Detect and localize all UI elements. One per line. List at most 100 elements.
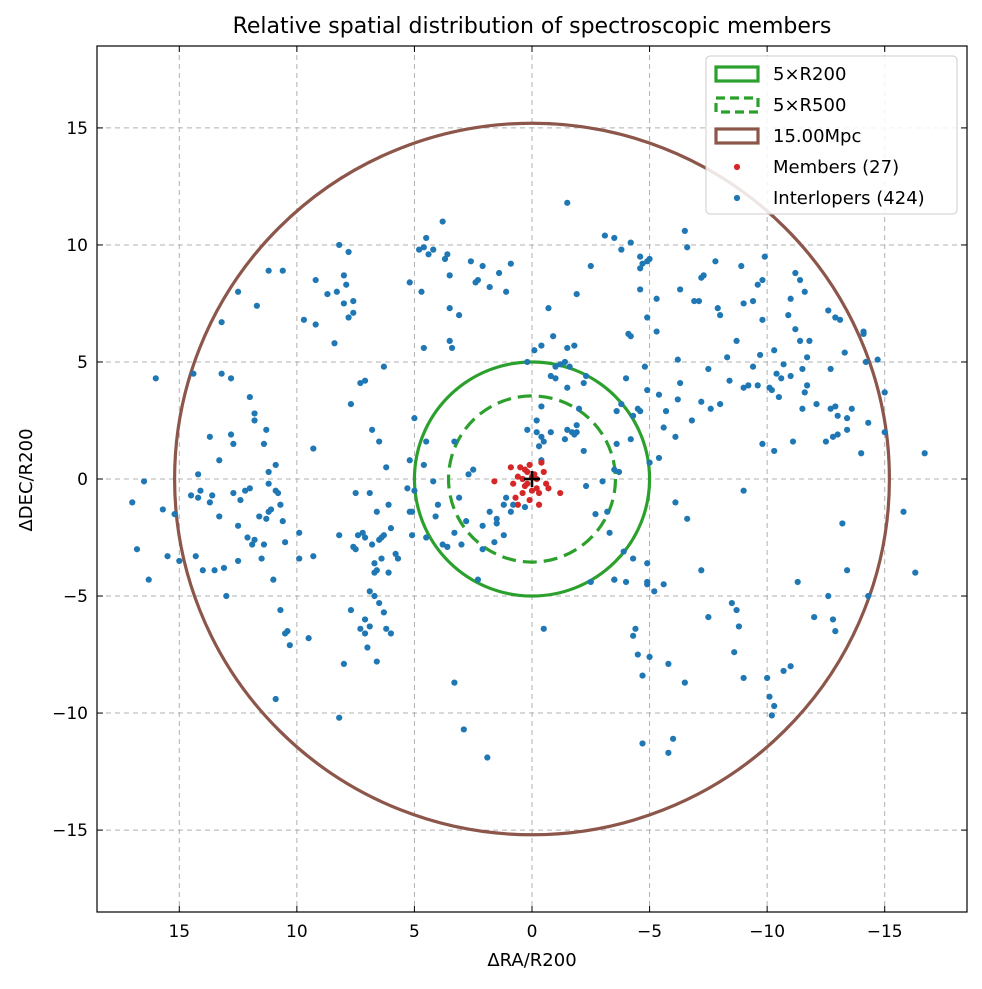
interloper-point <box>470 466 477 473</box>
interloper-point <box>865 592 872 600</box>
x-tick-label: −15 <box>867 922 903 942</box>
interloper-point <box>568 429 576 436</box>
x-tick-label: −10 <box>749 922 785 942</box>
interloper-point <box>312 321 319 328</box>
member-point <box>526 461 533 469</box>
interloper-point <box>637 265 644 272</box>
interloper-point <box>486 283 493 291</box>
interloper-point <box>552 363 559 370</box>
interloper-point <box>712 258 719 265</box>
interloper-point <box>538 403 545 410</box>
interloper-point <box>406 279 413 286</box>
interloper-point <box>366 588 373 595</box>
interloper-point <box>524 358 531 366</box>
interloper-point <box>244 534 251 541</box>
member-point <box>535 489 543 497</box>
interloper-point <box>145 576 152 583</box>
member-point <box>524 468 531 476</box>
interloper-point <box>246 393 253 401</box>
interloper-point <box>796 276 804 284</box>
legend-marker <box>714 65 760 83</box>
interloper-point <box>463 518 470 525</box>
interloper-point <box>456 312 463 319</box>
interloper-point <box>347 606 355 614</box>
interloper-point <box>564 384 571 391</box>
interloper-point <box>684 515 691 522</box>
interloper-point <box>234 522 242 529</box>
interloper-point <box>521 503 529 511</box>
interloper-point <box>745 382 752 389</box>
interloper-point <box>733 606 740 614</box>
interloper-point <box>825 307 832 314</box>
interloper-point <box>267 506 275 513</box>
interloper-point <box>533 429 540 436</box>
interloper-point <box>540 625 547 632</box>
interloper-point <box>738 262 745 270</box>
member-point <box>557 489 564 497</box>
legend-marker <box>714 96 760 114</box>
interloper-point <box>423 438 430 445</box>
interloper-point <box>773 370 780 377</box>
interloper-point <box>385 501 392 508</box>
interloper-point <box>263 515 270 522</box>
interloper-point <box>507 508 514 515</box>
interloper-point <box>343 281 350 288</box>
interloper-point <box>843 567 851 574</box>
interloper-point <box>366 623 373 630</box>
interloper-point <box>364 644 371 651</box>
interloper-point <box>216 457 223 464</box>
interloper-point <box>806 337 813 345</box>
legend-label: Members (27) <box>773 157 899 178</box>
interloper-point <box>195 471 202 478</box>
member-point <box>521 482 529 490</box>
interloper-point <box>832 314 839 321</box>
interloper-point <box>620 548 627 555</box>
member-point <box>507 464 514 471</box>
interloper-point <box>310 445 317 452</box>
interloper-point <box>672 433 679 440</box>
interloper-point <box>771 347 778 354</box>
interloper-point <box>759 276 766 284</box>
interloper-point <box>249 541 256 548</box>
interloper-point <box>272 461 279 469</box>
interloper-point <box>265 468 272 476</box>
interloper-point <box>822 438 830 445</box>
interloper-point <box>324 290 331 298</box>
interloper-point <box>862 358 869 366</box>
interloper-point <box>296 529 303 536</box>
interloper-point <box>698 398 705 405</box>
interloper-point <box>698 567 705 574</box>
interloper-point <box>176 557 183 565</box>
interloper-point <box>754 281 761 288</box>
interloper-point <box>677 286 684 293</box>
interloper-point <box>794 578 801 586</box>
interloper-point <box>265 480 272 487</box>
interloper-point <box>634 405 641 412</box>
interloper-point <box>493 520 500 527</box>
y-tick-label: 5 <box>77 353 88 373</box>
interloper-point <box>792 269 799 277</box>
interloper-point <box>540 438 547 445</box>
y-tick-label: −15 <box>52 821 88 841</box>
interloper-point <box>446 337 453 345</box>
interloper-point <box>665 660 672 668</box>
interloper-point <box>493 515 500 522</box>
interloper-point <box>479 262 486 270</box>
interloper-point <box>653 295 660 302</box>
interloper-point <box>839 520 846 527</box>
member-point <box>540 468 547 476</box>
interloper-point <box>472 279 479 286</box>
interloper-point <box>486 508 493 515</box>
interloper-point <box>801 389 808 396</box>
interloper-point <box>187 492 195 499</box>
interloper-point <box>834 431 841 438</box>
legend-marker <box>733 194 741 202</box>
interloper-point <box>350 298 357 305</box>
interloper-point <box>411 415 418 422</box>
y-tick-label: −5 <box>63 587 88 607</box>
interloper-point <box>717 401 724 408</box>
interloper-point <box>660 424 667 431</box>
interloper-point <box>841 349 848 356</box>
member-point <box>517 464 524 471</box>
